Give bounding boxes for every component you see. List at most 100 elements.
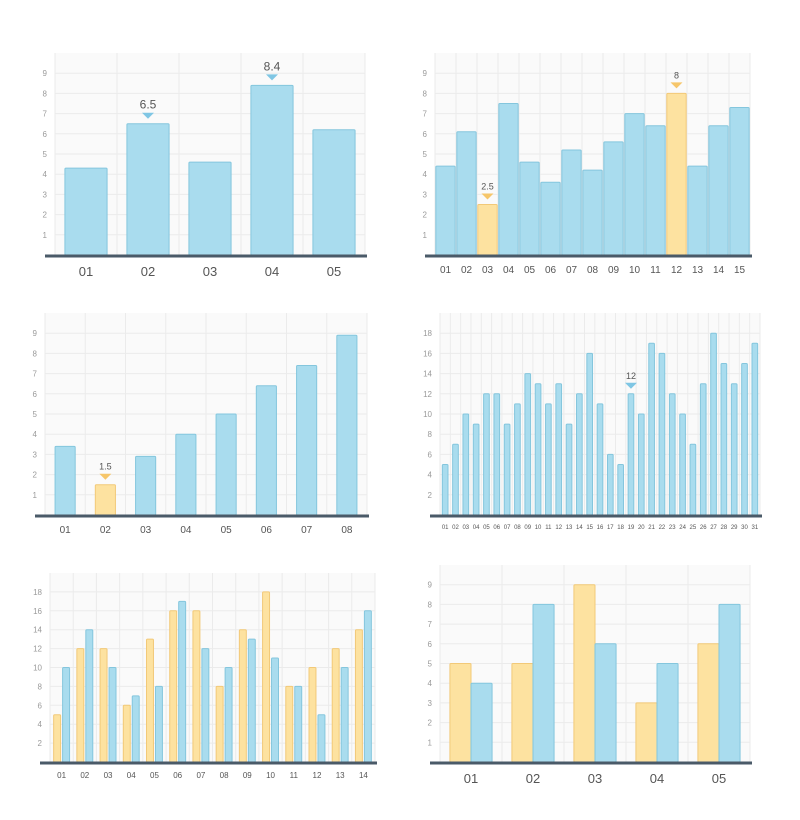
bar-13-series-2 bbox=[340, 667, 349, 763]
x-tick-label: 02 bbox=[461, 265, 473, 276]
x-tick-label: 04 bbox=[503, 265, 515, 276]
x-tick-label: 20 bbox=[638, 525, 645, 531]
bar-03-series-1 bbox=[573, 584, 596, 763]
y-tick-label: 6 bbox=[423, 130, 428, 139]
y-tick-label: 8 bbox=[33, 349, 38, 358]
x-tick-label: 10 bbox=[535, 525, 542, 531]
data-label: 1.5 bbox=[99, 462, 112, 472]
x-tick-label: 25 bbox=[690, 525, 697, 531]
bar-04-series-1 bbox=[122, 704, 131, 763]
bar-11-series-1 bbox=[285, 685, 294, 763]
bar-09 bbox=[524, 373, 532, 516]
x-tick-label: 03 bbox=[140, 525, 152, 536]
x-tick-label: 18 bbox=[617, 525, 624, 531]
bar-03 bbox=[477, 204, 498, 256]
y-tick-label: 9 bbox=[33, 329, 38, 338]
y-tick-label: 1 bbox=[43, 231, 48, 240]
bar-04-series-2 bbox=[131, 695, 140, 763]
chart-5: 2 4 6 8 10 12 14 16 18 01 02 03 04 05 06 07 08 09 10 11 12 13… bbox=[33, 573, 377, 780]
chart-6: 1 2 3 4 5 6 7 8 9 01 02 03 04 05 bbox=[428, 565, 752, 786]
x-tick-label: 13 bbox=[336, 771, 345, 780]
bar-10 bbox=[624, 113, 645, 256]
x-tick-label: 11 bbox=[290, 771, 299, 780]
bar-07-series-2 bbox=[201, 648, 210, 763]
bar-04-series-2 bbox=[656, 663, 679, 763]
bar-22 bbox=[658, 352, 666, 516]
x-tick-label: 01 bbox=[79, 264, 93, 279]
x-tick-label: 02 bbox=[526, 771, 540, 786]
bar-04 bbox=[250, 84, 294, 256]
y-tick-label: 16 bbox=[423, 349, 432, 358]
y-tick-label: 2 bbox=[33, 471, 38, 480]
x-tick-label: 23 bbox=[669, 525, 676, 531]
x-tick-label: 04 bbox=[650, 771, 664, 786]
x-tick-label: 28 bbox=[721, 525, 728, 531]
bar-16 bbox=[596, 403, 604, 516]
x-tick-label: 21 bbox=[648, 525, 655, 531]
bar-14 bbox=[708, 125, 729, 256]
x-tick-label: 24 bbox=[679, 525, 686, 531]
x-tick-label: 04 bbox=[473, 525, 480, 531]
y-tick-label: 2 bbox=[428, 491, 433, 500]
y-tick-label: 3 bbox=[423, 190, 428, 199]
x-tick-label: 10 bbox=[266, 771, 275, 780]
x-tick-label: 01 bbox=[464, 771, 478, 786]
bar-02-series-1 bbox=[511, 663, 534, 763]
bar-12 bbox=[666, 92, 687, 256]
bar-08-series-2 bbox=[224, 667, 233, 763]
x-tick-label: 02 bbox=[100, 525, 112, 536]
bar-02 bbox=[456, 131, 477, 256]
y-tick-label: 8 bbox=[428, 600, 433, 609]
y-tick-label: 12 bbox=[33, 645, 42, 654]
bar-19 bbox=[627, 393, 635, 516]
x-tick-label: 08 bbox=[220, 771, 229, 780]
y-tick-label: 4 bbox=[33, 430, 38, 439]
bar-02 bbox=[94, 484, 116, 516]
bar-08 bbox=[336, 334, 358, 516]
bar-04-series-1 bbox=[635, 702, 658, 763]
bar-27 bbox=[710, 332, 717, 516]
bar-15 bbox=[586, 352, 594, 516]
bar-01 bbox=[54, 445, 76, 516]
y-tick-label: 8 bbox=[38, 682, 43, 691]
bar-06 bbox=[540, 181, 561, 256]
x-tick-label: 01 bbox=[57, 771, 66, 780]
y-tick-label: 3 bbox=[428, 699, 433, 708]
y-tick-label: 6 bbox=[428, 450, 433, 459]
bar-28 bbox=[720, 363, 728, 516]
annotation-marker-icon bbox=[266, 74, 278, 81]
data-label: 8 bbox=[674, 70, 679, 80]
y-tick-label: 6 bbox=[428, 640, 433, 649]
x-tick-label: 06 bbox=[261, 525, 273, 536]
bar-21 bbox=[648, 342, 655, 516]
y-tick-label: 6 bbox=[38, 701, 43, 710]
y-tick-label: 3 bbox=[43, 190, 48, 199]
y-tick-label: 8 bbox=[428, 430, 433, 439]
bar-12-series-2 bbox=[317, 714, 326, 763]
bar-24 bbox=[679, 413, 686, 516]
bar-05 bbox=[312, 129, 356, 256]
bar-01 bbox=[441, 464, 449, 516]
y-tick-label: 2 bbox=[423, 211, 428, 220]
x-tick-label: 30 bbox=[741, 525, 748, 531]
bar-07 bbox=[296, 365, 318, 516]
bar-03-series-2 bbox=[108, 667, 117, 763]
bar-10-series-2 bbox=[271, 657, 280, 763]
bar-02-series-2 bbox=[532, 603, 555, 763]
y-tick-label: 1 bbox=[33, 491, 38, 500]
bar-08 bbox=[514, 403, 521, 516]
y-tick-label: 10 bbox=[423, 410, 432, 419]
x-tick-label: 03 bbox=[482, 265, 494, 276]
bar-05-series-2 bbox=[718, 603, 741, 763]
x-tick-label: 08 bbox=[514, 525, 521, 531]
annotation-marker-icon bbox=[624, 382, 637, 389]
y-tick-label: 4 bbox=[428, 679, 433, 688]
x-tick-label: 22 bbox=[659, 525, 666, 531]
y-tick-label: 14 bbox=[33, 626, 42, 635]
y-tick-label: 6 bbox=[43, 130, 48, 139]
bar-09 bbox=[603, 141, 624, 256]
x-tick-label: 08 bbox=[341, 525, 353, 536]
bar-30 bbox=[741, 363, 748, 516]
bar-07 bbox=[503, 423, 511, 516]
